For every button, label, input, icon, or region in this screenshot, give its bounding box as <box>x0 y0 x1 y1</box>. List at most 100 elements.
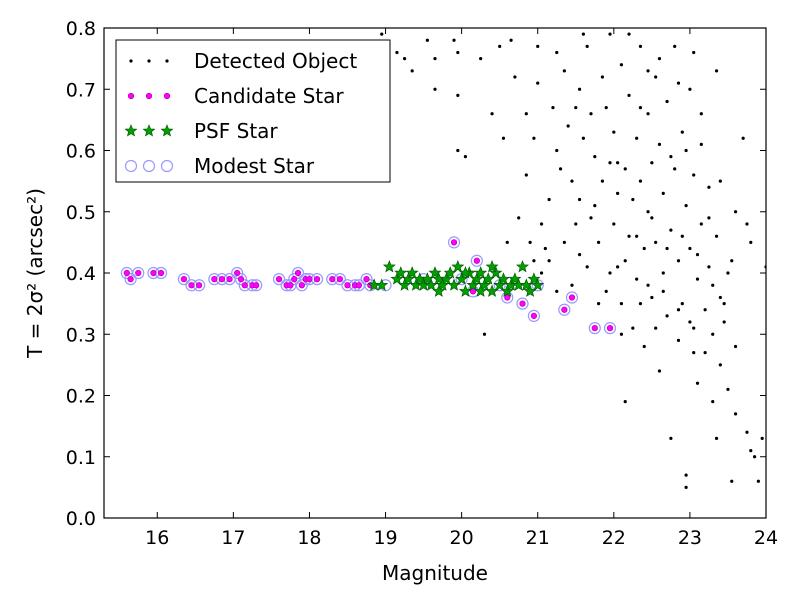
detected-object-point <box>635 277 639 281</box>
psf-star-point <box>405 266 419 279</box>
detected-object-point <box>665 99 669 104</box>
detected-object-point <box>711 400 715 404</box>
detected-object-point <box>680 130 684 134</box>
detected-object-point <box>410 69 414 73</box>
candidate-star-point <box>473 257 480 264</box>
legend-marker <box>147 59 151 63</box>
detected-object-point <box>718 295 722 300</box>
plot-frame <box>103 27 767 519</box>
detected-object-point <box>638 302 643 306</box>
candidate-star-points <box>123 239 614 332</box>
psf-star-point <box>398 278 412 291</box>
detected-object-point <box>692 326 696 330</box>
detected-object-point <box>456 148 460 153</box>
psf-star-point <box>458 266 472 279</box>
detected-object-point <box>714 234 719 238</box>
candidate-star-point <box>218 276 226 283</box>
detected-object-point <box>562 69 566 73</box>
candidate-star-point <box>294 269 302 277</box>
candidate-star-point <box>196 282 203 289</box>
candidate-star-point <box>344 282 351 289</box>
detected-object-point <box>479 57 483 61</box>
detected-object-point <box>692 50 696 55</box>
detected-object-point <box>463 155 468 159</box>
detected-object-point <box>524 112 528 116</box>
legend-marker <box>124 124 138 137</box>
detected-object-point <box>760 436 764 440</box>
x-tick-label: 23 <box>678 527 702 549</box>
detected-object-point <box>680 302 684 306</box>
detected-object-point <box>676 338 681 342</box>
legend-marker <box>160 159 174 173</box>
legend-box <box>115 39 391 183</box>
candidate-star-point <box>450 239 458 246</box>
modest-star-point <box>132 266 145 280</box>
legend-label: Modest Star <box>194 154 315 178</box>
candidate-star-point <box>336 276 343 283</box>
modest-star-point <box>447 236 461 249</box>
detected-object-point <box>593 155 597 159</box>
candidate-star-point <box>123 269 130 277</box>
detected-object-point <box>456 50 460 55</box>
detected-object-point <box>577 87 582 91</box>
modest-star-point <box>295 279 308 292</box>
y-tick-label: 0.3 <box>66 324 96 346</box>
detected-object-point <box>646 112 650 116</box>
detected-object-point <box>555 289 559 293</box>
x-axis-ticks: 16 17 18 19 20 21 22 23 24 <box>145 28 778 549</box>
candidate-star-point <box>306 276 313 283</box>
detected-object-point <box>722 320 726 324</box>
detected-object-point <box>612 130 616 134</box>
detected-object-point <box>673 167 677 171</box>
detected-object-point <box>703 308 707 312</box>
candidate-star-point <box>355 282 363 289</box>
detected-object-point <box>680 234 684 238</box>
detected-object-point <box>433 87 437 91</box>
candidate-star-point <box>313 276 321 283</box>
candidate-star-point <box>469 288 477 295</box>
detected-object-point <box>752 455 757 459</box>
detected-object-point <box>684 485 688 489</box>
modest-star-point <box>360 273 373 286</box>
detected-object-point <box>589 216 593 220</box>
psf-star-point <box>401 272 415 285</box>
detected-object-point <box>635 136 639 140</box>
y-tick-label: 0.8 <box>66 18 96 40</box>
detected-object-point <box>539 271 544 275</box>
detected-object-point <box>730 479 734 483</box>
detected-object-point <box>650 295 654 300</box>
y-tick-label: 0.0 <box>66 508 96 530</box>
modest-star-point <box>527 309 541 322</box>
legend-marker <box>145 92 153 100</box>
psf-star-point <box>516 260 529 273</box>
psf-star-point <box>496 272 510 285</box>
detected-object-point <box>425 38 429 42</box>
candidate-star-point <box>135 269 142 277</box>
detected-object-point <box>566 124 570 128</box>
legend: Detected Object Candidate Star PSF Star Mod… <box>115 39 391 183</box>
detected-object-point <box>524 173 528 177</box>
detected-object-point <box>600 75 605 79</box>
modest-star-point <box>470 254 483 267</box>
detected-object-point <box>619 332 624 336</box>
detected-object-point <box>517 216 521 220</box>
candidate-star-point <box>561 306 568 313</box>
modest-star-point <box>272 273 286 286</box>
y-tick-label: 0.2 <box>66 386 96 408</box>
detected-object-point <box>676 308 681 312</box>
detected-object-point <box>703 351 707 355</box>
detected-object-point <box>585 44 589 48</box>
detected-object-point <box>581 32 585 36</box>
detected-object-point <box>730 259 734 263</box>
y-tick-label: 0.7 <box>66 79 96 101</box>
detected-object-point <box>733 344 738 349</box>
detected-object-point <box>684 148 688 153</box>
detected-object-point <box>688 320 692 324</box>
detected-object-point <box>380 32 384 36</box>
detected-object-point <box>635 234 639 238</box>
detected-object-point <box>711 332 715 336</box>
detected-object-point <box>547 259 551 263</box>
candidate-star-point <box>606 325 614 332</box>
candidate-star-point <box>211 276 218 283</box>
